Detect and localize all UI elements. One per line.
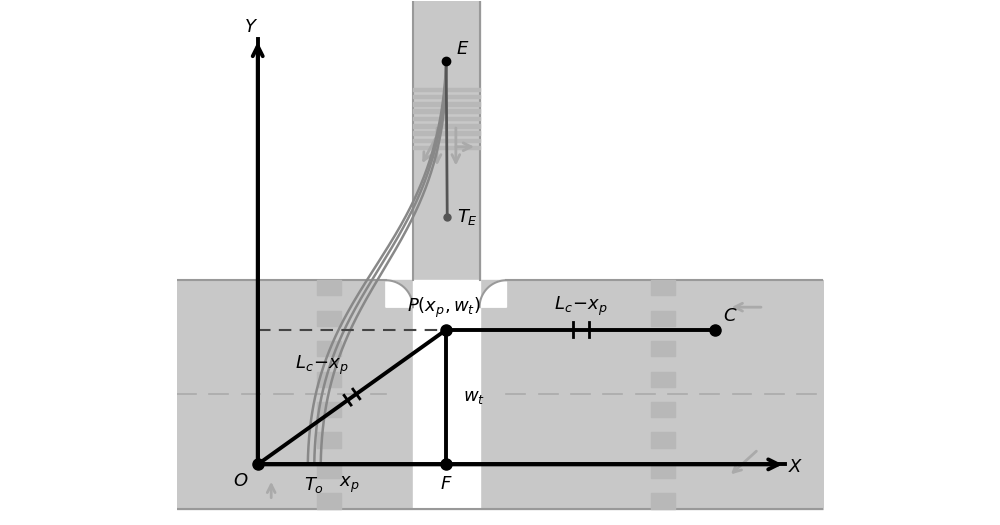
Text: $L_c\!-\!x_p$: $L_c\!-\!x_p$: [295, 353, 349, 376]
Text: $P(x_p, w_t)$: $P(x_p, w_t)$: [407, 296, 480, 320]
Text: $O$: $O$: [233, 472, 248, 490]
Polygon shape: [386, 280, 413, 307]
Polygon shape: [480, 280, 506, 307]
Text: $E$: $E$: [456, 40, 469, 58]
Text: $T_o$: $T_o$: [304, 475, 324, 495]
Text: $L_c\!-\!x_p$: $L_c\!-\!x_p$: [554, 295, 608, 318]
Text: $C$: $C$: [723, 308, 738, 326]
Text: $F$: $F$: [440, 475, 452, 493]
Text: $Y$: $Y$: [244, 18, 258, 36]
Text: $x_p$: $x_p$: [339, 475, 360, 496]
Text: $w_t$: $w_t$: [463, 388, 485, 406]
Text: $X$: $X$: [788, 458, 803, 476]
Text: $T_E$: $T_E$: [457, 207, 478, 227]
